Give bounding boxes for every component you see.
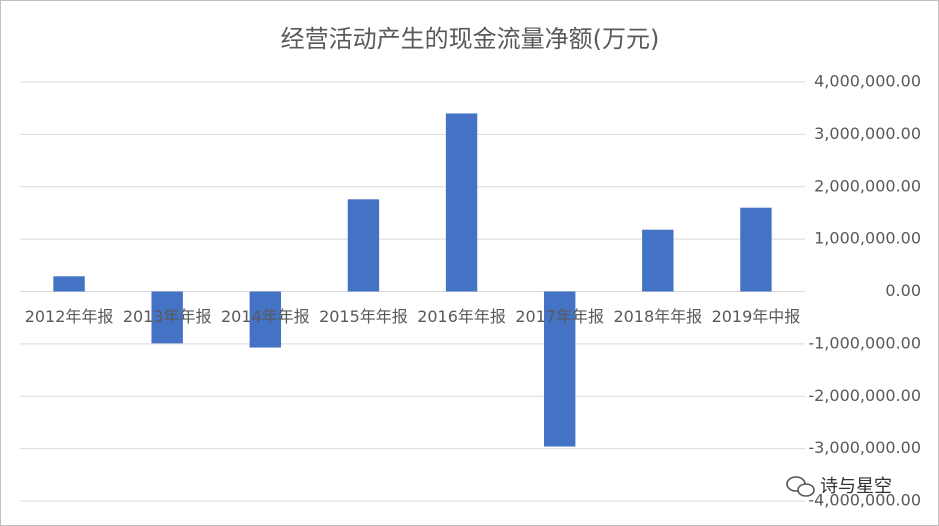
x-tick-label: 2019年中报 (712, 307, 801, 326)
y-tick-label: 4,000,000.00 (814, 72, 921, 91)
bar (249, 291, 282, 348)
y-tick-label: -2,000,000.00 (808, 386, 921, 405)
bar (347, 199, 380, 292)
y-tick-label: -1,000,000.00 (808, 333, 921, 352)
x-tick-label: 2013年年报 (123, 307, 212, 326)
y-tick-label: -4,000,000.00 (808, 491, 921, 510)
x-tick-label: 2017年年报 (515, 307, 604, 326)
x-tick-label: 2018年年报 (613, 307, 702, 326)
bar (543, 291, 576, 447)
bar (642, 229, 674, 292)
chart-title: 经营活动产生的现金流量净额(万元) (281, 25, 660, 53)
bar (151, 291, 183, 344)
y-tick-label: -3,000,000.00 (808, 438, 921, 457)
y-tick-label: 1,000,000.00 (814, 229, 921, 248)
bar (53, 276, 85, 292)
bar (445, 113, 478, 292)
watermark-icon (786, 476, 815, 497)
y-tick-label: 3,000,000.00 (814, 124, 921, 143)
x-tick-label: 2014年年报 (221, 307, 310, 326)
y-tick-label: 0.00 (885, 281, 921, 300)
bar (740, 207, 772, 292)
x-tick-label: 2016年年报 (417, 307, 506, 326)
x-tick-label: 2015年年报 (319, 307, 408, 326)
watermark: 诗与星空 (820, 476, 892, 497)
y-tick-label: 2,000,000.00 (814, 176, 921, 195)
x-tick-label: 2012年年报 (25, 307, 114, 326)
